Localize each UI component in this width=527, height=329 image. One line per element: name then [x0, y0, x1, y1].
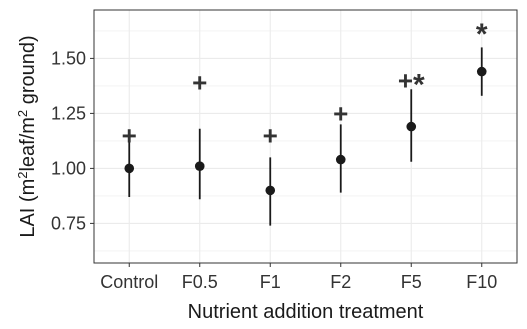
data-point	[335, 154, 346, 165]
error-bars	[128, 47, 483, 226]
significance-marker: *	[476, 17, 488, 50]
y-tick-label: 1.00	[51, 158, 86, 178]
x-tick-label: F0.5	[182, 272, 218, 292]
gridlines	[94, 10, 517, 263]
x-tick-labels: Control F0.5 F1 F2 F5 F10	[100, 272, 497, 292]
significance-marker: +	[333, 98, 348, 128]
x-tick-label: F5	[401, 272, 422, 292]
significance-marker: +	[263, 120, 278, 150]
y-tick-label: 0.75	[51, 213, 86, 233]
y-axis-title: LAI (m2leaf/m2 ground)	[15, 35, 40, 237]
significance-marker: +	[192, 68, 207, 98]
x-tick-label: F10	[466, 272, 497, 292]
x-tick-label: Control	[100, 272, 158, 292]
x-tick-label: F1	[260, 272, 281, 292]
y-tick-label: 1.25	[51, 103, 86, 123]
significance-marker: +*	[398, 65, 425, 101]
y-tick-labels: 0.75 1.00 1.25 1.50	[51, 48, 86, 233]
plot-panel-border	[93, 9, 518, 264]
significance-annotations: + + + + +* *	[122, 17, 488, 150]
data-point	[406, 121, 417, 132]
data-point	[265, 185, 276, 196]
y-tick-label: 1.50	[51, 48, 86, 68]
axis-ticks	[90, 57, 483, 267]
significance-marker: +	[122, 120, 137, 150]
data-point	[476, 66, 487, 77]
x-tick-label: F2	[330, 272, 351, 292]
x-axis-title: Nutrient addition treatment	[188, 301, 424, 323]
data-points	[124, 66, 487, 196]
data-point	[124, 163, 135, 174]
data-point	[194, 161, 205, 171]
